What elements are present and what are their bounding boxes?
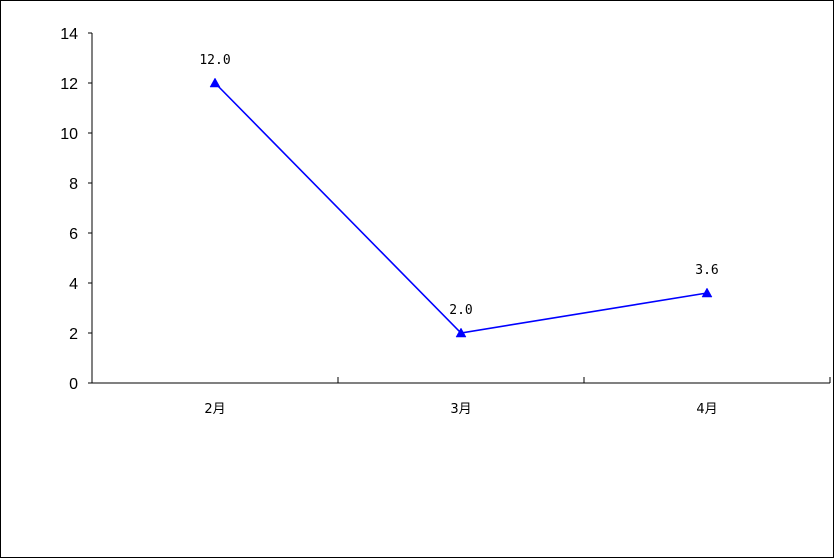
y-tick-label: 6 xyxy=(69,226,78,243)
data-point-marker xyxy=(701,287,713,298)
y-tick-label: 4 xyxy=(69,276,78,293)
data-label: 12.0 xyxy=(199,53,230,68)
y-tick-label: 0 xyxy=(69,376,78,393)
data-point-marker xyxy=(455,327,467,338)
y-tick-label: 12 xyxy=(60,76,78,93)
x-tick-label: 3月 xyxy=(450,402,471,417)
y-tick-label: 14 xyxy=(60,26,78,43)
chart-axes xyxy=(91,33,830,384)
y-tick-label: 10 xyxy=(60,126,78,143)
data-label: 3.6 xyxy=(695,263,718,278)
data-label: 2.0 xyxy=(449,303,472,318)
y-axis-ticks: 0 2 4 6 8 10 12 14 xyxy=(60,26,92,393)
series-path xyxy=(214,82,708,334)
data-labels: 12.0 2.0 3.6 xyxy=(199,53,718,318)
series-line xyxy=(209,77,713,338)
y-tick-label: 2 xyxy=(69,326,78,343)
y-tick-label: 8 xyxy=(69,176,78,193)
x-axis-ticks: 2月 3月 4月 xyxy=(91,377,831,417)
data-point-marker xyxy=(209,77,221,88)
x-tick-label: 2月 xyxy=(204,402,225,417)
x-tick-label: 4月 xyxy=(696,402,717,417)
